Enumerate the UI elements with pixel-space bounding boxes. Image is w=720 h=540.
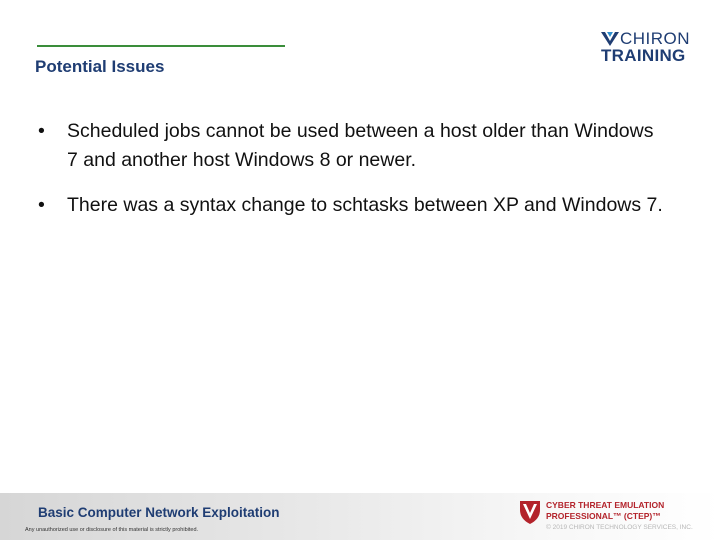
bullet-item: • There was a syntax change to schtasks … — [36, 191, 666, 220]
footer-course-title: Basic Computer Network Exploitation — [38, 505, 280, 520]
ctep-shield-icon — [520, 501, 540, 524]
footer-disclaimer: Any unauthorized use or disclosure of th… — [25, 527, 199, 533]
logo-line2: TRAINING — [601, 46, 686, 65]
bullet-icon: • — [38, 120, 45, 142]
ctep-program-line2: PROFESSIONAL™ (CTEP)™ — [546, 511, 661, 521]
bullet-text: Scheduled jobs cannot be used between a … — [67, 120, 654, 171]
chiron-logo-icon — [601, 32, 619, 46]
title-underline — [37, 45, 285, 47]
ctep-program-line1: CYBER THREAT EMULATION — [546, 500, 665, 510]
chiron-training-logo: CHIRON TRAINING — [600, 29, 695, 67]
bullet-icon: • — [38, 194, 45, 216]
copyright-text: © 2019 CHIRON TECHNOLOGY SERVICES, INC. — [546, 524, 693, 531]
logo-line1: CHIRON — [620, 29, 691, 48]
footer-band — [0, 493, 720, 540]
bullet-list: • Scheduled jobs cannot be used between … — [36, 117, 666, 236]
bullet-item: • Scheduled jobs cannot be used between … — [36, 117, 666, 175]
slide-title: Potential Issues — [35, 57, 165, 76]
bullet-text: There was a syntax change to schtasks be… — [67, 194, 663, 216]
